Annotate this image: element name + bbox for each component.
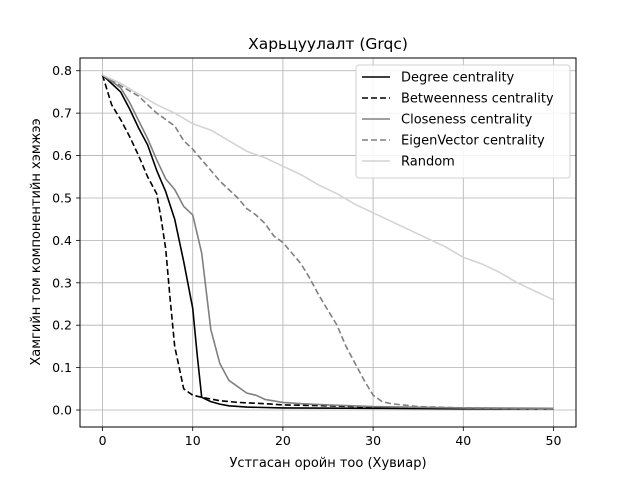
legend-label-0: Degree centrality: [401, 71, 515, 86]
y-tick-label: 0.5: [52, 190, 72, 205]
y-tick-label: 0.0: [52, 403, 72, 418]
x-axis-label: Устгасан оройн тоо (Хувиар): [229, 456, 426, 471]
x-tick-label: 30: [365, 433, 381, 448]
y-tick-label: 0.4: [52, 233, 72, 248]
ticks: 0 10 20 30 40 50 0.0 0.1 0.2 0.3 0.4 0.5 0.6 0.7 0.8: [52, 63, 561, 448]
series-line-4: [102, 74, 554, 301]
x-tick-label: 0: [99, 433, 107, 448]
legend-label-4: Random: [401, 155, 455, 170]
y-tick-label: 0.8: [52, 63, 72, 78]
x-tick-label: 20: [275, 433, 291, 448]
legend-label-2: Closeness centrality: [401, 113, 532, 128]
y-tick-label: 0.1: [52, 360, 72, 375]
chart-title: Харьцуулалт (Grqc): [248, 35, 408, 53]
legend-box: [355, 64, 571, 179]
y-tick-label: 0.7: [52, 106, 72, 121]
legend-label-3: EigenVector centrality: [401, 134, 545, 149]
x-tick-label: 10: [185, 433, 201, 448]
x-tick-label: 50: [546, 433, 562, 448]
series-line-3: [102, 74, 554, 410]
legend-label-1: Betweenness centrality: [401, 92, 554, 107]
x-tick-label: 40: [455, 433, 471, 448]
series-line-0: [101, 74, 554, 410]
y-tick-label: 0.2: [52, 318, 72, 333]
y-axis-label: Хамгийн том компонентийн хэмжээ: [29, 118, 44, 365]
legend: Degree centrality Betweenness centrality C…: [355, 64, 571, 179]
y-tick-label: 0.3: [52, 275, 72, 290]
plot-frame: [79, 57, 577, 428]
y-tick-label: 0.6: [52, 148, 72, 163]
grid: [80, 58, 576, 427]
series-line-2: [102, 74, 554, 410]
series-line-1: [101, 74, 554, 410]
plot-lines: [101, 74, 554, 410]
